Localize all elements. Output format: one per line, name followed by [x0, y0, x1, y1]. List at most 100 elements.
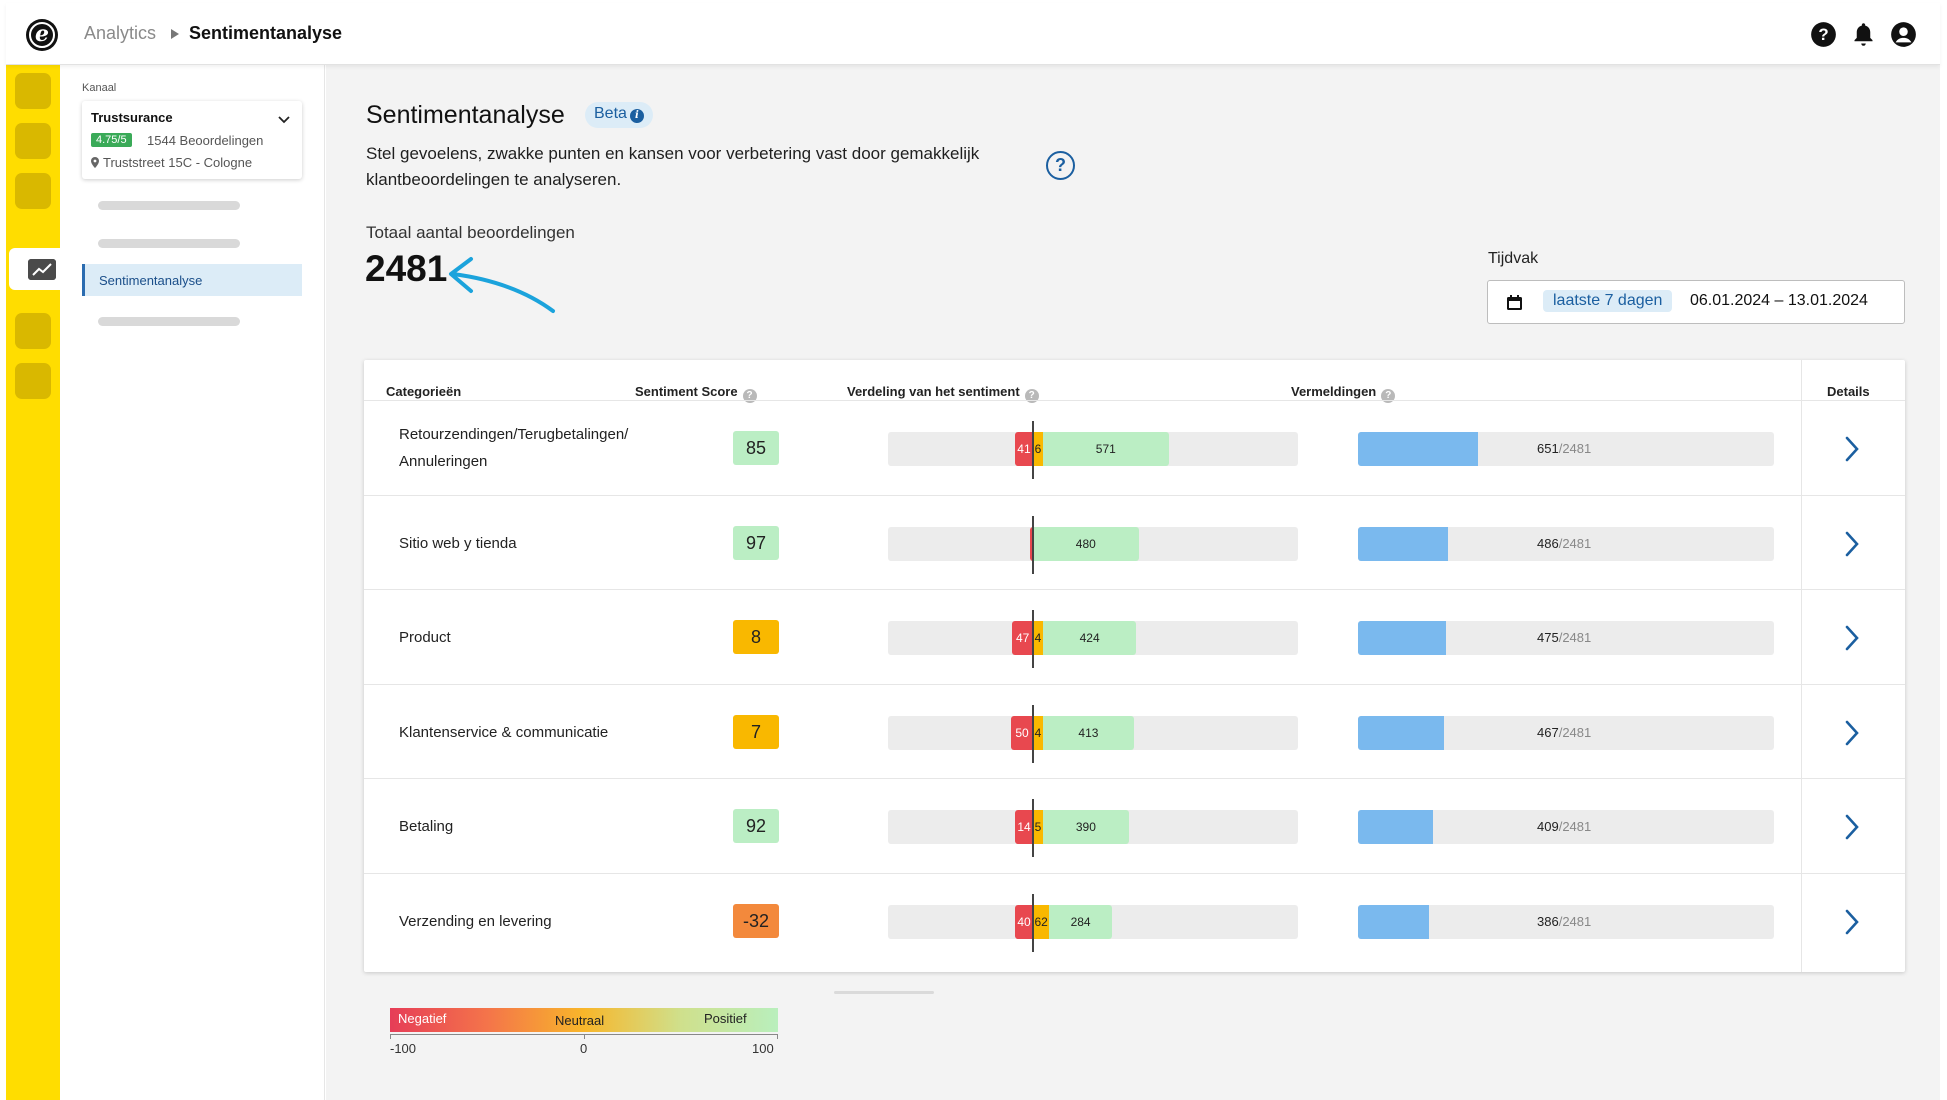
- neutral-segment[interactable]: 6: [1033, 432, 1043, 466]
- help-icon[interactable]: ?: [1810, 21, 1837, 48]
- mentions-text: 651/2481: [1537, 441, 1591, 456]
- nav-item-placeholder[interactable]: [98, 201, 240, 210]
- negative-segment[interactable]: 41: [1014, 432, 1033, 466]
- mentions-text: 467/2481: [1537, 725, 1591, 740]
- mentions-total: /2481: [1558, 441, 1592, 456]
- account-icon[interactable]: [1890, 21, 1917, 48]
- neutral-segment[interactable]: 4: [1033, 715, 1043, 750]
- mentions-bar: [1358, 715, 1445, 750]
- rail-item[interactable]: [15, 363, 51, 399]
- chevron-right-icon[interactable]: [1842, 718, 1862, 748]
- sentiment-table: Categorieën Sentiment Score? Verdeling v…: [364, 360, 1905, 972]
- legend-max: 100: [752, 1041, 774, 1056]
- location-pin-icon: [91, 157, 99, 168]
- neutral-segment[interactable]: 62: [1033, 904, 1050, 939]
- mentions-count: 409: [1537, 819, 1559, 834]
- table-row[interactable]: Sitio web y tienda 97 480 486/2481: [364, 494, 1905, 589]
- nav-item-sentimentanalyse[interactable]: Sentimentanalyse: [82, 264, 302, 296]
- sentiment-score-badge: 7: [733, 714, 779, 749]
- rail-item[interactable]: [15, 313, 51, 349]
- table-row[interactable]: Betaling 92 14 5 390 409/2481: [364, 778, 1905, 872]
- info-icon[interactable]: ?: [742, 389, 757, 403]
- mentions-total: /2481: [1558, 630, 1592, 645]
- main-content: Sentimentanalyse Beta i Stel gevoelens, z…: [326, 65, 1940, 1100]
- details-column-divider: [1801, 360, 1802, 972]
- negative-segment[interactable]: 47: [1012, 621, 1033, 655]
- category-label: Klantenservice & communicatie: [399, 723, 609, 741]
- positive-segment[interactable]: 390: [1043, 810, 1129, 844]
- category-label: Sitio web y tienda: [399, 534, 517, 552]
- negative-segment[interactable]: [1030, 526, 1033, 561]
- negative-segment[interactable]: 40: [1015, 904, 1033, 939]
- mentions-count: 386: [1537, 913, 1559, 929]
- legend-min: -100: [390, 1041, 417, 1056]
- help-circle-icon[interactable]: ?: [1046, 151, 1075, 180]
- chevron-right-icon[interactable]: [1842, 529, 1862, 559]
- chevron-right-icon[interactable]: [1842, 907, 1862, 937]
- chevron-down-icon[interactable]: [276, 111, 292, 127]
- legend-tick: [777, 1034, 778, 1039]
- positive-segment[interactable]: 424: [1043, 621, 1137, 655]
- chevron-right-icon[interactable]: [1842, 434, 1862, 464]
- chevron-right-icon[interactable]: [1842, 812, 1862, 842]
- sentiment-score-badge: 97: [733, 525, 779, 560]
- sentiment-score-badge: 85: [733, 431, 779, 465]
- rail-item[interactable]: [15, 173, 51, 209]
- positive-segment[interactable]: 480: [1033, 526, 1139, 561]
- total-reviews-value: 2481: [365, 248, 448, 289]
- negative-segment[interactable]: 50: [1011, 715, 1033, 750]
- channel-name: Trustsurance: [91, 110, 173, 125]
- app-logo[interactable]: e: [26, 19, 58, 51]
- negative-segment[interactable]: 14: [1015, 810, 1033, 844]
- top-bar: e Analytics Sentimentanalyse ?: [6, 3, 1940, 65]
- period-picker[interactable]: laatste 7 dagen 06.01.2024 – 13.01.2024: [1487, 280, 1905, 324]
- bell-icon[interactable]: [1850, 21, 1877, 48]
- mentions-total: /2481: [1558, 913, 1592, 929]
- positive-segment[interactable]: 571: [1043, 432, 1169, 466]
- positive-segment[interactable]: 413: [1043, 715, 1134, 750]
- channel-address-text: Truststreet 15C - Cologne: [103, 155, 253, 170]
- zero-line: [1032, 421, 1034, 479]
- zero-line: [1032, 515, 1034, 574]
- mentions-bar: [1358, 810, 1434, 844]
- channel-selector[interactable]: Trustsurance 4.75/5 1544 Beoordelingen T…: [82, 101, 302, 179]
- breadcrumb-analytics[interactable]: Analytics: [84, 23, 157, 43]
- sentiment-score-badge: 92: [733, 809, 779, 843]
- legend-tick: [390, 1034, 391, 1039]
- mentions-bar: [1358, 526, 1448, 561]
- table-row[interactable]: Retourzendingen/Terugbetalingen/ Annuler…: [364, 400, 1905, 494]
- mentions-count: 467: [1537, 724, 1559, 740]
- header-distribution-label: Verdeling van het sentiment: [847, 384, 1020, 399]
- table-row[interactable]: Product 8 47 4 424 475/2481: [364, 589, 1905, 683]
- table-row[interactable]: Verzending en levering -32 40 62 284 386/2481: [364, 872, 1905, 967]
- neutral-segment[interactable]: 5: [1033, 810, 1043, 844]
- table-row[interactable]: Klantenservice & communicatie 7 50 4 413 467/…: [364, 683, 1905, 778]
- chevron-right-icon[interactable]: [1842, 623, 1862, 653]
- mentions-text: 475/2481: [1537, 630, 1591, 645]
- legend-tick: [584, 1034, 585, 1039]
- nav-item-placeholder[interactable]: [98, 239, 240, 248]
- mentions-count: 651: [1537, 441, 1559, 456]
- scroll-indicator[interactable]: [834, 991, 934, 994]
- rail-item[interactable]: [15, 73, 51, 109]
- header-category-label: Categorieën: [386, 384, 462, 399]
- period-chip[interactable]: laatste 7 dagen: [1543, 290, 1673, 312]
- period-label: Tijdvak: [1488, 250, 1539, 267]
- info-icon[interactable]: ?: [1381, 389, 1396, 403]
- sentiment-score-badge: 8: [733, 620, 779, 654]
- neutral-segment[interactable]: 4: [1033, 621, 1043, 655]
- mentions-text: 409/2481: [1537, 819, 1591, 834]
- mentions-bar: [1358, 432, 1479, 466]
- nav-item-placeholder[interactable]: [98, 317, 240, 326]
- legend-negative: Negatief: [398, 1011, 447, 1026]
- info-icon[interactable]: ?: [1024, 389, 1039, 403]
- rail-item-analytics[interactable]: [9, 248, 66, 290]
- mentions-bar: [1358, 904, 1430, 939]
- beta-badge[interactable]: Beta i: [585, 102, 653, 128]
- header-mentions: Vermeldingen?: [1291, 384, 1396, 403]
- breadcrumb-current: Sentimentanalyse: [189, 23, 343, 43]
- positive-segment[interactable]: 284: [1049, 904, 1112, 939]
- legend-gradient: [390, 1008, 778, 1032]
- rail-item[interactable]: [15, 123, 51, 159]
- mentions-total: /2481: [1558, 724, 1592, 740]
